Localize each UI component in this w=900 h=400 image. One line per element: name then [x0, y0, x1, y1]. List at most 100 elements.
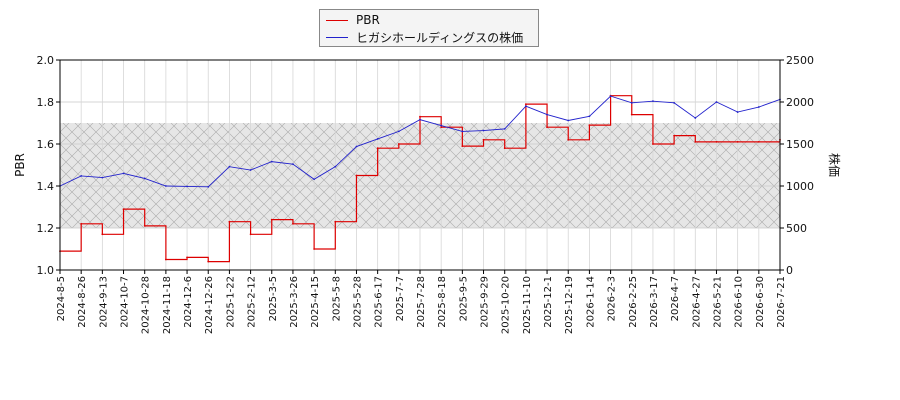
x-tick-label: 2024-10-28 [141, 276, 152, 334]
y-tick-label-left: 1.0 [37, 264, 55, 277]
x-tick-label: 2025-2-12 [247, 276, 258, 328]
point-price [609, 95, 612, 98]
point-pbr [334, 220, 337, 223]
point-price [673, 101, 676, 104]
point-pbr [673, 134, 676, 137]
point-price [482, 129, 485, 132]
point-price [143, 177, 146, 180]
x-tick-label: 2024-12-6 [183, 276, 194, 328]
x-tick-label: 2026-3-17 [649, 276, 660, 328]
point-pbr [207, 260, 210, 263]
point-price [419, 118, 421, 121]
point-pbr [419, 115, 421, 118]
point-price [164, 185, 167, 187]
x-tick-label: 2025-10-20 [501, 276, 512, 334]
point-price [334, 165, 337, 168]
x-tick-label: 2025-3-5 [268, 276, 279, 321]
point-pbr [524, 103, 527, 105]
point-pbr [164, 258, 167, 261]
point-price [207, 185, 210, 188]
point-price [440, 124, 443, 127]
point-price [567, 119, 570, 122]
point-pbr [588, 124, 591, 126]
x-tick-label: 2025-5-8 [331, 276, 342, 321]
point-price [355, 145, 358, 148]
series-line-pbr [60, 95, 781, 263]
x-tick-label: 2025-9-5 [458, 276, 469, 321]
x-tick-label: 2026-6-30 [755, 276, 766, 328]
legend-label-price: ヒガシホールディングスの株価 [356, 30, 524, 45]
point-pbr [313, 248, 316, 250]
x-tick-label: 2024-8-26 [77, 276, 88, 328]
point-pbr [101, 233, 104, 236]
point-pbr [270, 218, 273, 221]
point-price [101, 176, 104, 179]
legend-label-pbr: PBR [356, 13, 380, 27]
point-pbr [715, 141, 718, 143]
y-tick-label-right: 500 [786, 222, 807, 235]
point-price [652, 100, 654, 103]
y-tick-label-left: 1.4 [37, 180, 55, 193]
point-pbr [503, 147, 506, 150]
point-pbr [186, 256, 188, 259]
y-tick-label-right: 1500 [786, 138, 814, 151]
x-tick-label: 2024-9-13 [98, 276, 109, 328]
point-pbr [292, 222, 294, 225]
x-tick-label: 2026-6-10 [734, 276, 745, 328]
point-price [757, 106, 760, 108]
point-price [524, 105, 527, 108]
axes: 1.0 1.2 1.4 1.6 1.8 2.0 0 500 1000 1500 2000 2500 20… [37, 54, 815, 334]
legend-item-price: ヒガシホールディングスの株価 [326, 29, 523, 45]
point-price [122, 172, 125, 175]
x-tick-label: 2026-1-14 [585, 276, 596, 328]
point-pbr [355, 174, 358, 177]
x-tick-label: 2026-2-3 [607, 276, 618, 321]
x-tick-label: 2025-9-29 [480, 276, 491, 328]
x-tick-label: 2025-3-26 [289, 276, 300, 328]
point-pbr [482, 138, 485, 141]
point-price [397, 130, 400, 133]
y-tick-label-left: 1.2 [37, 222, 55, 235]
point-price [186, 185, 188, 188]
x-tick-label: 2024-8-5 [56, 276, 67, 321]
point-pbr [376, 147, 379, 150]
point-pbr [143, 225, 146, 227]
x-tick-label: 2025-8-18 [437, 276, 448, 328]
y-tick-label-left: 1.8 [37, 96, 55, 109]
series-layer [59, 94, 781, 263]
point-price [270, 160, 273, 163]
x-tick-label: 2025-6-17 [374, 276, 385, 328]
point-pbr [122, 208, 125, 211]
point-price [80, 175, 83, 177]
point-pbr [652, 143, 654, 145]
point-pbr [567, 138, 570, 141]
x-tick-label: 2026-7-21 [776, 276, 787, 328]
point-pbr [736, 141, 739, 143]
x-tick-label: 2025-12-1 [543, 276, 554, 328]
point-pbr [80, 222, 83, 225]
y-tick-label-right: 2500 [786, 54, 814, 67]
x-tick-label: 2024-10-7 [120, 276, 131, 328]
y-tick-label-right: 0 [786, 264, 793, 277]
point-price [503, 127, 506, 130]
point-pbr [440, 126, 443, 129]
y-tick-label-right: 2000 [786, 96, 814, 109]
y-tick-label-left: 1.6 [37, 138, 55, 151]
point-price [694, 117, 697, 119]
y-axis-right-label: 株価 [827, 153, 842, 177]
x-tick-label: 2026-2-25 [628, 276, 639, 328]
point-price [461, 130, 464, 133]
point-price [228, 165, 231, 168]
point-price [630, 101, 633, 104]
point-price [588, 115, 591, 118]
legend: PBR ヒガシホールディングスの株価 [319, 9, 539, 47]
point-pbr [228, 220, 231, 223]
point-pbr [757, 141, 760, 143]
point-price [249, 169, 252, 171]
point-price [736, 111, 739, 113]
x-tick-label: 2025-7-7 [395, 276, 406, 321]
x-tick-label: 2025-4-15 [310, 276, 321, 328]
point-pbr [630, 113, 633, 116]
x-tick-label: 2024-12-26 [204, 276, 215, 334]
